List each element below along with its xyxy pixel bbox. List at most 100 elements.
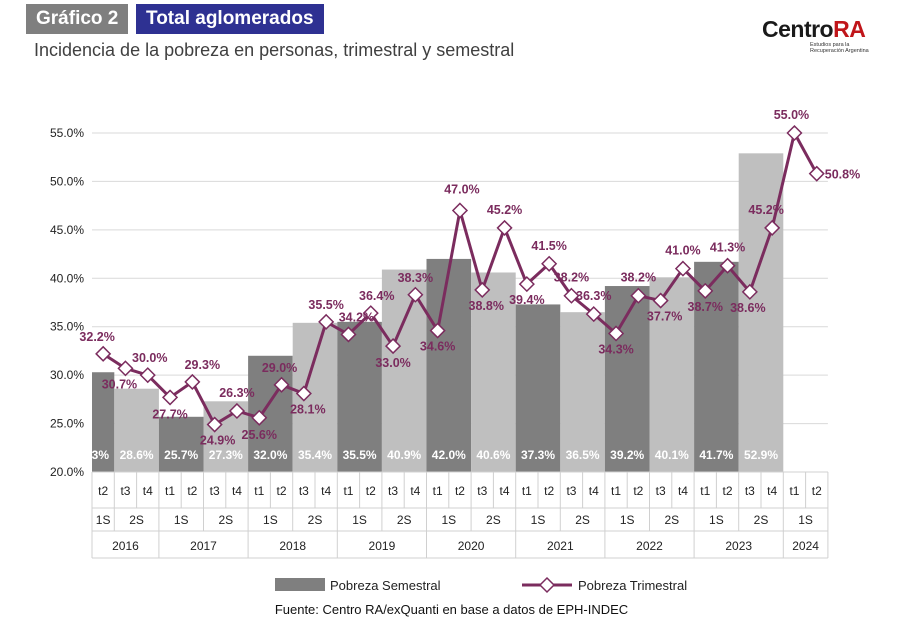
semestral-bar-label: 36.5% bbox=[566, 448, 600, 462]
quarter-tick-label: t4 bbox=[410, 484, 420, 498]
centro-ra-logo: CentroRA Estudios para la Recuperación Ar… bbox=[762, 16, 892, 62]
trimestral-point bbox=[384, 338, 402, 355]
trimestral-point bbox=[251, 409, 268, 426]
semester-tick-label: 1S bbox=[620, 513, 635, 527]
y-tick-label: 45.0% bbox=[50, 223, 84, 237]
semester-tick-label: 1S bbox=[352, 513, 367, 527]
quarter-tick-label: t1 bbox=[700, 484, 710, 498]
trimestral-point-label: 34.6% bbox=[420, 340, 455, 354]
quarter-tick-label: t2 bbox=[98, 484, 108, 498]
trimestral-point bbox=[161, 389, 179, 406]
quarter-tick-label: t2 bbox=[455, 484, 465, 498]
trimestral-point bbox=[295, 385, 312, 402]
trimestral-point bbox=[808, 165, 825, 182]
trimestral-point-label: 38.6% bbox=[730, 301, 765, 315]
trimestral-point-label: 38.8% bbox=[469, 299, 504, 313]
semestral-bar-label: 25.7% bbox=[164, 448, 198, 462]
semestral-bar-label: 42.0% bbox=[432, 448, 466, 462]
quarter-tick-label: t1 bbox=[522, 484, 532, 498]
quarter-tick-label: t3 bbox=[566, 484, 576, 498]
semester-tick-label: 2S bbox=[218, 513, 233, 527]
poverty-chart: 20.0% 25.0% 30.0% 35.0% 40.0% 45.0% 50.0% 55.0%… bbox=[50, 108, 860, 594]
semestral-bar-label: 35.4% bbox=[298, 448, 332, 462]
quarter-tick-label: t3 bbox=[388, 484, 398, 498]
semestral-bar-label: 41.7% bbox=[699, 448, 733, 462]
semester-tick-label: 2S bbox=[308, 513, 323, 527]
trimestral-point bbox=[206, 416, 223, 433]
year-tick-label: 2024 bbox=[792, 539, 819, 553]
logo-tagline-1: Estudios para la bbox=[810, 42, 850, 48]
semester-tick-label: 1S bbox=[798, 513, 813, 527]
semestral-bar-label: 40.9% bbox=[387, 448, 421, 462]
semestral-bar-label: 35.5% bbox=[343, 448, 377, 462]
quarter-tick-label: t4 bbox=[500, 484, 510, 498]
year-tick-label: 2023 bbox=[725, 539, 752, 553]
quarter-tick-label: t1 bbox=[433, 484, 443, 498]
quarter-tick-label: t2 bbox=[544, 484, 554, 498]
trimestral-point bbox=[95, 345, 112, 362]
year-tick-label: 2018 bbox=[279, 539, 306, 553]
trimestral-point bbox=[407, 286, 424, 303]
quarter-tick-label: t2 bbox=[812, 484, 822, 498]
trimestral-point-label: 45.2% bbox=[487, 203, 522, 217]
quarter-tick-label: t1 bbox=[789, 484, 799, 498]
quarter-tick-label: t3 bbox=[656, 484, 666, 498]
semester-tick-label: 2S bbox=[129, 513, 144, 527]
semester-tick-label: 1S bbox=[709, 513, 724, 527]
trimestral-point bbox=[652, 292, 669, 309]
year-tick-label: 2017 bbox=[190, 539, 217, 553]
semestral-bar bbox=[694, 261, 739, 472]
trimestral-point bbox=[741, 283, 758, 300]
semestral-bar bbox=[515, 304, 561, 472]
year-tick-label: 2022 bbox=[636, 539, 663, 553]
trimestral-point bbox=[585, 306, 602, 323]
quarter-tick-label: t3 bbox=[477, 484, 487, 498]
trimestral-point bbox=[697, 282, 714, 299]
semestral-bar bbox=[471, 272, 516, 472]
semester-tick-label: 2S bbox=[754, 513, 769, 527]
trimestral-point bbox=[340, 326, 357, 343]
quarter-tick-label: t4 bbox=[321, 484, 331, 498]
semester-tick-label: 1S bbox=[263, 513, 278, 527]
semestral-bar bbox=[649, 277, 695, 472]
trimestral-point bbox=[184, 373, 201, 390]
trimestral-point bbox=[273, 376, 290, 393]
trimestral-point-label: 24.9% bbox=[200, 434, 235, 448]
chart-number-badge: Gráfico 2 bbox=[26, 4, 129, 34]
trimestral-point bbox=[674, 260, 692, 277]
y-tick-label: 40.0% bbox=[50, 271, 84, 285]
quarter-tick-label: t2 bbox=[366, 484, 376, 498]
trimestral-point-label: 41.5% bbox=[531, 239, 566, 253]
legend-swatch-semestral bbox=[275, 578, 325, 591]
trimestral-point bbox=[451, 202, 469, 219]
semester-tick-label: 1S bbox=[96, 513, 111, 527]
trimestral-point-label: 55.0% bbox=[774, 108, 809, 122]
trimestral-point-label: 41.3% bbox=[710, 241, 745, 255]
trimestral-point bbox=[429, 322, 446, 339]
trimestral-point-label: 35.5% bbox=[308, 298, 343, 312]
semestral-bar-label: 30.3% bbox=[75, 448, 109, 462]
trimestral-point-label: 36.4% bbox=[359, 289, 394, 303]
trimestral-point-label: 36.3% bbox=[576, 289, 611, 303]
trimestral-point-label: 29.3% bbox=[185, 358, 220, 372]
semestral-bar bbox=[337, 321, 382, 472]
trimestral-point bbox=[719, 257, 736, 274]
quarter-tick-label: t3 bbox=[299, 484, 309, 498]
trimestral-point-label: 47.0% bbox=[444, 182, 479, 196]
legend-label-semestral: Pobreza Semestral bbox=[330, 578, 441, 593]
semester-tick-label: 2S bbox=[575, 513, 590, 527]
trimestral-point-label: 34.3% bbox=[598, 342, 633, 356]
semestral-bar-label: 52.9% bbox=[744, 448, 778, 462]
trimestral-point bbox=[786, 124, 803, 142]
trimestral-point-label: 26.3% bbox=[219, 386, 254, 400]
trimestral-point-label: 30.0% bbox=[132, 351, 167, 365]
quarter-tick-label: t2 bbox=[277, 484, 287, 498]
year-tick-label: 2021 bbox=[547, 539, 574, 553]
trimestral-point-label: 37.7% bbox=[647, 310, 682, 324]
logo-brand-a: Centro bbox=[762, 16, 834, 42]
y-tick-label: 25.0% bbox=[50, 417, 84, 431]
semestral-bar-label: 27.3% bbox=[209, 448, 243, 462]
trimestral-point bbox=[518, 276, 535, 293]
y-tick-label: 55.0% bbox=[50, 126, 84, 140]
trimestral-point-label: 27.7% bbox=[152, 407, 187, 421]
